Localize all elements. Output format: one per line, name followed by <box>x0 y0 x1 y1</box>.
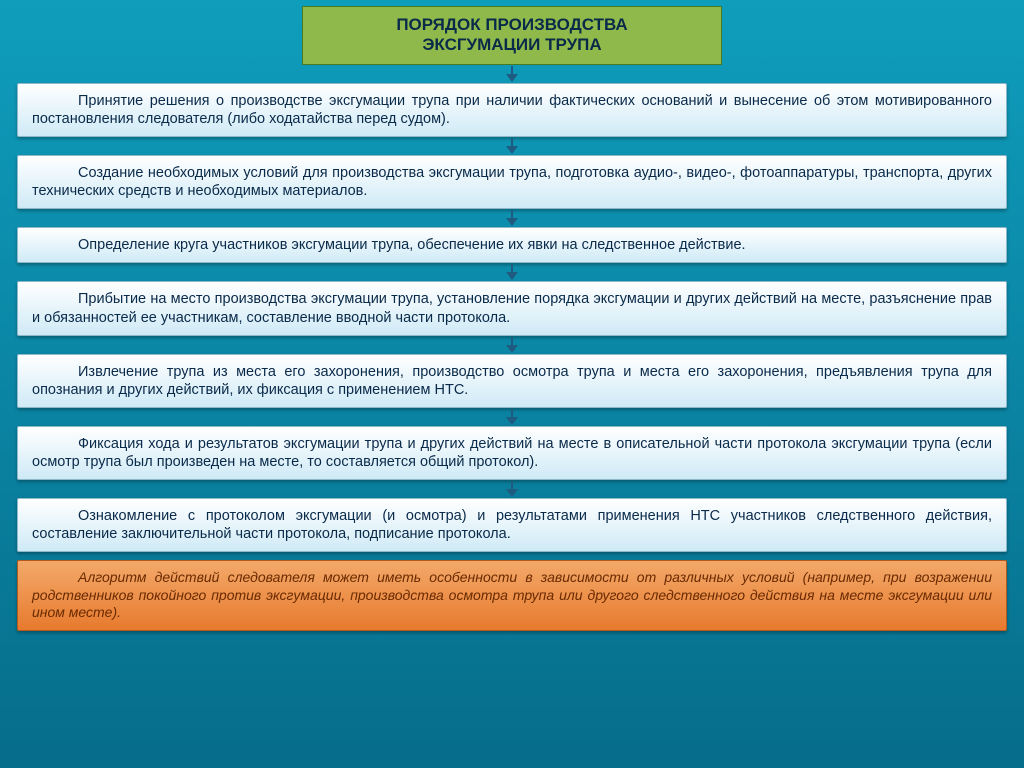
flow-arrow-icon <box>16 480 1008 498</box>
steps-flow: Принятие решения о производстве эксгумац… <box>16 65 1008 553</box>
flow-arrow-icon <box>16 336 1008 354</box>
step-box: Фиксация хода и результатов эксгумации т… <box>17 426 1007 480</box>
step-text: Фиксация хода и результатов эксгумации т… <box>32 436 992 470</box>
step-box: Прибытие на место производства эксгумаци… <box>17 281 1007 335</box>
title-box: ПОРЯДОК ПРОИЗВОДСТВА ЭКСГУМАЦИИ ТРУПА <box>302 6 722 65</box>
step-box: Определение круга участников эксгумации … <box>17 227 1007 263</box>
flow-arrow-icon <box>16 65 1008 83</box>
flow-arrow-icon <box>16 408 1008 426</box>
title-line-1: ПОРЯДОК ПРОИЗВОДСТВА <box>317 15 707 35</box>
step-text: Извлечение трупа из места его захоронени… <box>32 364 992 398</box>
step-box: Извлечение трупа из места его захоронени… <box>17 354 1007 408</box>
note-text: Алгоритм действий следователя может имет… <box>32 569 992 620</box>
step-box: Ознакомление с протоколом эксгумации (и … <box>17 498 1007 552</box>
step-box: Принятие решения о производстве эксгумац… <box>17 83 1007 137</box>
slide-canvas: ПОРЯДОК ПРОИЗВОДСТВА ЭКСГУМАЦИИ ТРУПА Пр… <box>0 0 1024 768</box>
step-text: Ознакомление с протоколом эксгумации (и … <box>32 508 992 542</box>
flow-arrow-icon <box>16 263 1008 281</box>
step-text: Прибытие на место производства эксгумаци… <box>32 291 992 325</box>
title-line-2: ЭКСГУМАЦИИ ТРУПА <box>317 35 707 55</box>
step-text: Принятие решения о производстве эксгумац… <box>32 93 992 127</box>
flow-arrow-icon <box>16 137 1008 155</box>
step-text: Определение круга участников эксгумации … <box>78 237 746 253</box>
step-box: Создание необходимых условий для произво… <box>17 155 1007 209</box>
step-text: Создание необходимых условий для произво… <box>32 165 992 199</box>
flow-arrow-icon <box>16 209 1008 227</box>
note-box: Алгоритм действий следователя может имет… <box>17 560 1007 631</box>
